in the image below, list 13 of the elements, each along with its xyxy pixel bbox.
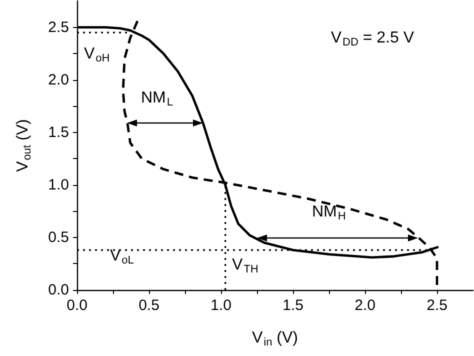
y-tick-label: 0.5 [48, 228, 69, 246]
y-tick-label: 1.0 [48, 176, 69, 194]
x-tick-label: 0.0 [66, 297, 88, 314]
y-tick-label: 2.5 [48, 18, 69, 36]
x-tick-label: 2.5 [426, 297, 448, 314]
y-tick-label: 1.5 [48, 124, 69, 141]
x-tick-label: 2.0 [354, 297, 376, 314]
x-tick-label: 0.5 [138, 297, 160, 314]
x-tick-label: 1.0 [210, 297, 232, 314]
y-tick-label: 0.0 [48, 282, 69, 298]
y-axis-title: Vout (V) [14, 119, 34, 172]
y-tick-label: 2.0 [48, 71, 69, 88]
x-tick-label: 1.5 [282, 297, 304, 314]
